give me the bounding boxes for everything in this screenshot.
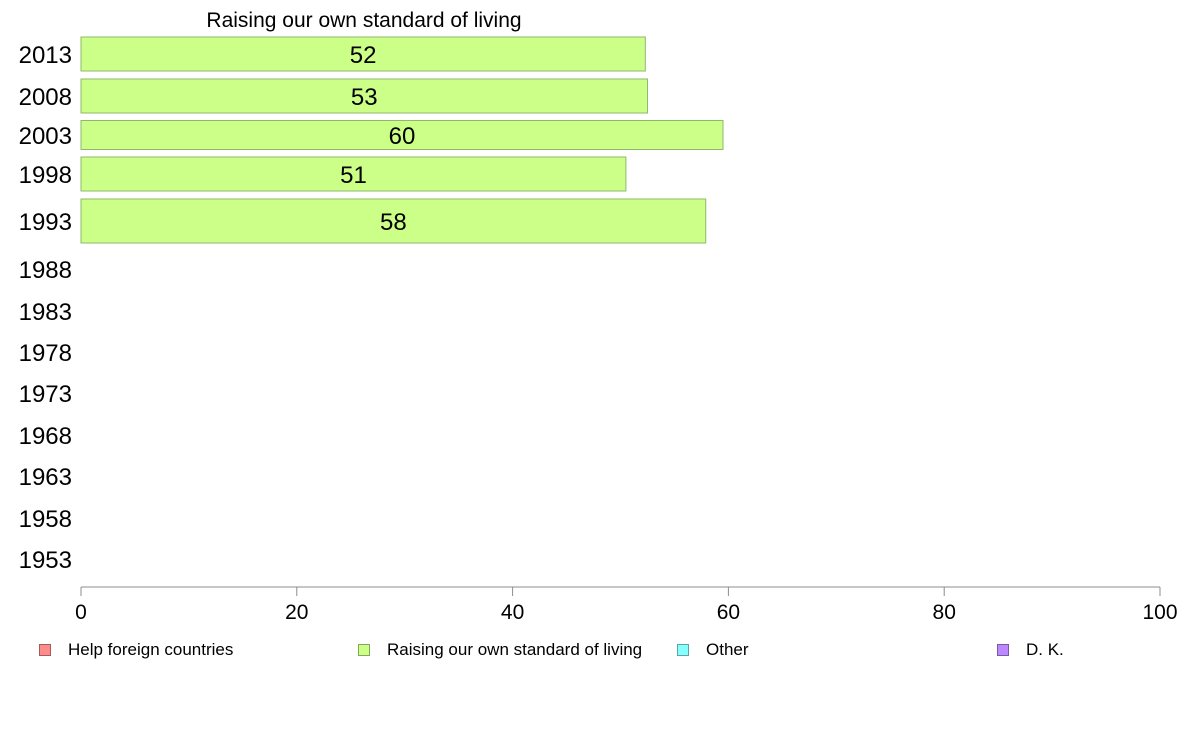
y-tick-label-1988: 1988 <box>19 257 72 284</box>
legend-label: Help foreign countries <box>68 640 234 659</box>
x-axis: 0 20 40 60 80 100 <box>75 586 1178 624</box>
legend: Help foreign countries Raising our own st… <box>0 638 1188 662</box>
legend-item-4: D. K. <box>997 638 1064 662</box>
bar-label-2013: 52 <box>350 42 377 69</box>
legend-swatch <box>39 644 51 656</box>
bar-1993 <box>80 198 707 244</box>
x-tick-label-80: 80 <box>933 601 956 624</box>
bar-2013 <box>80 36 646 72</box>
y-tick-label-1998: 1998 <box>19 162 72 189</box>
y-tick-label-1963: 1963 <box>19 464 72 491</box>
legend-item-3: Other <box>677 638 749 662</box>
bar-label-1998: 51 <box>340 162 367 189</box>
y-tick-label-1953: 1953 <box>19 547 72 574</box>
legend-item-1: Help foreign countries <box>39 638 233 662</box>
legend-swatch <box>677 644 689 656</box>
bar-label-1993: 58 <box>380 209 407 236</box>
legend-swatch <box>358 644 370 656</box>
y-tick-label-1958: 1958 <box>19 506 72 533</box>
y-tick-label-1973: 1973 <box>19 381 72 408</box>
y-tick-label-1968: 1968 <box>19 423 72 450</box>
y-tick-label-1978: 1978 <box>19 340 72 367</box>
legend-label: Other <box>706 640 749 659</box>
x-tick-label-0: 0 <box>75 601 87 624</box>
x-tick-label-100: 100 <box>1142 601 1177 624</box>
x-tick-label-20: 20 <box>285 601 308 624</box>
bar-label-2008: 53 <box>351 84 378 111</box>
bar-1998 <box>80 156 627 192</box>
y-tick-label-1983: 1983 <box>19 299 72 326</box>
bar-label-2003: 60 <box>389 123 416 150</box>
bar-2003 <box>80 120 724 150</box>
chart-title: Raising our own standard of living <box>206 9 521 32</box>
y-tick-label-2008: 2008 <box>19 84 72 111</box>
x-tick-label-40: 40 <box>501 601 524 624</box>
y-axis-labels: 2013 2008 2003 1998 1993 1988 1983 1978 1973 1968… <box>19 42 72 574</box>
bar-2008 <box>80 78 648 114</box>
legend-label: D. K. <box>1026 640 1064 659</box>
legend-swatch <box>997 644 1009 656</box>
x-tick-label-60: 60 <box>717 601 740 624</box>
y-tick-label-2003: 2003 <box>19 123 72 150</box>
bars: 52 53 60 51 58 <box>80 36 724 244</box>
y-tick-label-1993: 1993 <box>19 209 72 236</box>
legend-label: Raising our own standard of living <box>387 640 643 659</box>
legend-item-2: Raising our own standard of living <box>358 638 642 662</box>
y-tick-label-2013: 2013 <box>19 42 72 69</box>
